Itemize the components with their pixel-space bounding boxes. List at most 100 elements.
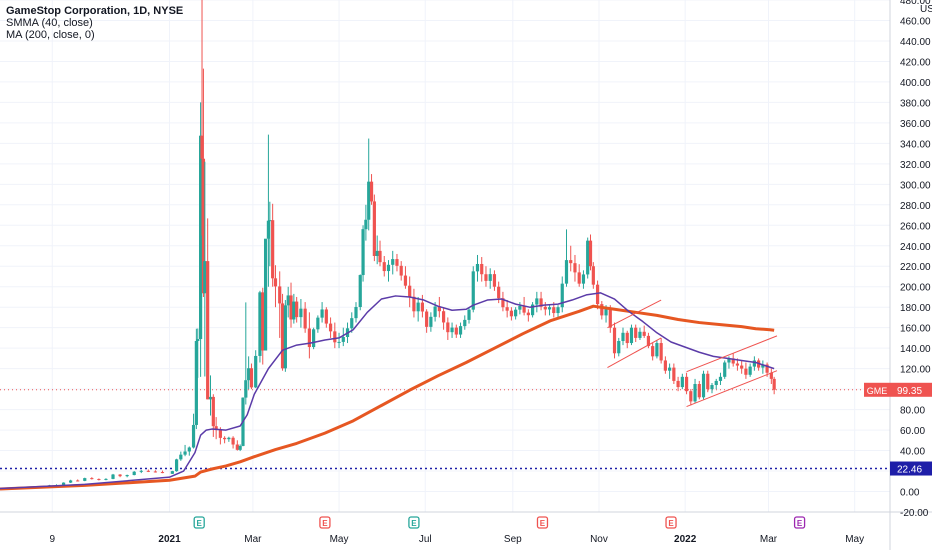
candle [153, 470, 157, 473]
earnings-badge [193, 516, 205, 529]
candle-body [289, 295, 293, 320]
x-tick-label: May [845, 534, 864, 545]
symbol-title[interactable]: GameStop Corporation, 1D, NYSE [6, 5, 184, 17]
candle-body [514, 309, 518, 317]
x-tick-label: 2021 [158, 534, 181, 545]
candle [714, 378, 718, 390]
candle-body [564, 260, 569, 284]
candle [369, 174, 374, 205]
channel-line [607, 299, 662, 329]
candle-body [441, 311, 446, 323]
candle [69, 479, 73, 484]
y-tick-label: 340.00 [900, 139, 931, 150]
candle-body [268, 220, 272, 222]
x-tick-label: Sep [504, 534, 522, 545]
candle [372, 194, 376, 262]
candle [744, 362, 748, 379]
candle [581, 270, 586, 289]
candle [333, 322, 337, 349]
smma-line [0, 292, 775, 490]
candle [191, 413, 196, 449]
candle [416, 296, 420, 322]
candle [295, 296, 299, 323]
candle-body [663, 360, 667, 371]
candle-body [153, 471, 157, 473]
candle-body [320, 309, 324, 318]
candle [358, 274, 362, 311]
candle-body [612, 327, 617, 354]
candle-body [604, 309, 608, 316]
candle [350, 312, 354, 333]
candle-body [364, 219, 368, 230]
candle [187, 446, 191, 456]
candle-body [731, 358, 735, 364]
candle-body [196, 339, 200, 341]
candle [292, 293, 296, 324]
candle-body [266, 220, 271, 239]
channel-line [607, 337, 662, 369]
x-tick-label: 9 [49, 534, 55, 545]
candle-body [539, 298, 543, 307]
candle [621, 327, 625, 346]
candle-body [573, 263, 577, 273]
candle-body [324, 309, 328, 324]
y-tick-label: 360.00 [900, 119, 931, 130]
symbol-tag-text: GME [867, 386, 888, 396]
ma-study-label[interactable]: MA (200, close, 0) [6, 29, 95, 41]
candle-body [437, 306, 441, 312]
candle [595, 280, 600, 310]
candle-body [446, 322, 450, 333]
candle [429, 312, 433, 332]
candle-body [333, 331, 337, 343]
earnings-badge [319, 516, 331, 529]
candle [83, 477, 87, 482]
candle-body [680, 376, 684, 388]
candle-body [672, 367, 676, 381]
channel-line [686, 370, 778, 407]
candle [710, 382, 714, 394]
candle-body [295, 301, 299, 318]
candle [268, 201, 272, 267]
earnings-label: E [668, 519, 674, 528]
candle-body [617, 340, 621, 354]
earnings-marker: E [536, 516, 549, 529]
candle-body [651, 346, 655, 357]
y-tick-label: 180.00 [900, 303, 931, 314]
candle [684, 372, 689, 395]
y-tick-label: 480.00 [900, 0, 931, 7]
candle-body [588, 240, 593, 267]
candle-body [395, 259, 399, 266]
candle [403, 266, 408, 289]
candle [118, 474, 122, 478]
candle [299, 299, 303, 328]
candle [651, 343, 655, 361]
candle [663, 356, 667, 374]
candle-body [271, 220, 275, 279]
candle [328, 317, 333, 338]
candle-body [480, 263, 484, 275]
candle-body [307, 328, 311, 348]
candle-body [701, 373, 706, 398]
candle [278, 271, 282, 338]
candle-body [132, 471, 136, 476]
candle [484, 266, 488, 287]
candle [454, 324, 458, 338]
earnings-label: E [540, 519, 546, 528]
y-tick-label: 440.00 [900, 37, 931, 48]
candle [564, 229, 569, 287]
candle [203, 161, 207, 377]
symbol-tag [864, 382, 890, 397]
candle [160, 470, 165, 474]
earnings-marker: E [793, 516, 806, 529]
smma-study-label[interactable]: SMMA (40, close) [6, 17, 93, 29]
candle-body [543, 306, 547, 310]
candle-body [454, 327, 458, 335]
candle-body [646, 335, 651, 347]
candle [697, 380, 701, 400]
candle-body [412, 296, 416, 312]
candle [693, 378, 697, 404]
candle [475, 254, 480, 282]
candle [752, 356, 756, 371]
